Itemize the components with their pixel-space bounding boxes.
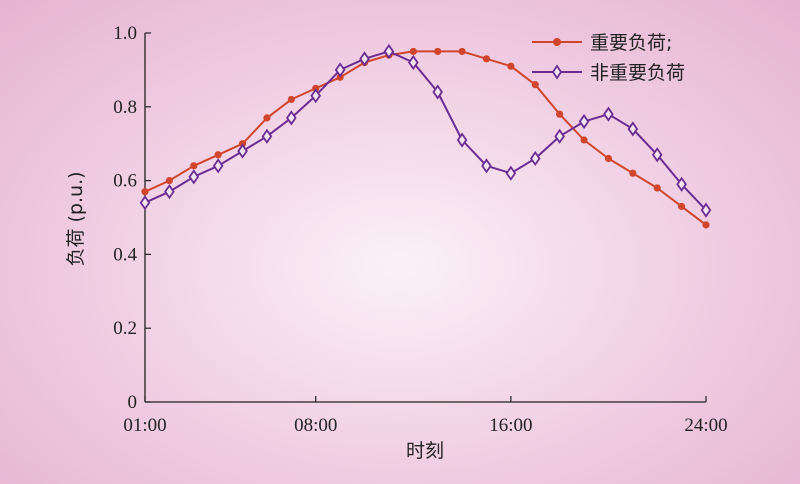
y-tick-label: 0 — [128, 392, 138, 413]
data-point — [214, 151, 222, 159]
data-point — [604, 154, 613, 163]
x-axis-ticks: 01:00 08:00 16:00 24:00 — [123, 396, 728, 436]
y-axis-title: 负荷 (p.u.) — [65, 171, 87, 266]
axes — [144, 33, 706, 403]
data-point — [434, 47, 442, 56]
data-point — [408, 54, 419, 71]
legend-label-1: 非重要负荷 — [590, 62, 685, 84]
legend: 重要负荷; 非重要负荷 — [532, 32, 685, 84]
data-point — [676, 176, 687, 192]
data-point — [164, 184, 175, 200]
data-point — [481, 158, 492, 174]
x-tick-label: 01:00 — [123, 415, 166, 436]
x-tick-label: 16:00 — [489, 415, 532, 436]
data-point — [627, 121, 639, 137]
legend-item-1: 非重要负荷 — [532, 62, 685, 84]
data-point — [578, 113, 590, 130]
x-tick-label: 08:00 — [294, 415, 337, 436]
data-point — [678, 202, 686, 211]
data-point — [651, 147, 663, 163]
x-tick-label: 24:00 — [684, 415, 727, 436]
data-point — [556, 110, 564, 118]
series-line-1 — [144, 50, 707, 211]
data-point — [603, 106, 614, 122]
data-point — [505, 165, 517, 181]
data-point — [212, 158, 224, 174]
data-point — [653, 184, 661, 192]
x-axis-title: 时刻 — [406, 440, 444, 462]
series-layer — [139, 43, 712, 229]
data-point — [456, 132, 468, 148]
legend-item-0: 重要负荷; — [532, 32, 672, 54]
y-axis-ticks: 0 0.2 0.4 0.6 0.8 1.0 — [113, 23, 151, 413]
legend-label-0: 重要负荷; — [590, 32, 672, 54]
series-line-0 — [144, 50, 707, 226]
y-tick-label: 1.0 — [113, 23, 137, 44]
data-point — [263, 114, 271, 122]
data-point — [141, 188, 149, 196]
y-tick-label: 0.4 — [113, 244, 137, 265]
data-point — [165, 177, 173, 185]
data-point — [482, 55, 491, 63]
y-tick-label: 0.2 — [113, 318, 137, 339]
data-point — [554, 128, 565, 144]
data-point — [334, 62, 346, 78]
data-point — [287, 95, 295, 104]
data-point — [383, 43, 395, 60]
y-tick-label: 0.8 — [113, 97, 137, 118]
data-point — [629, 169, 637, 177]
data-point — [261, 128, 273, 144]
data-point — [237, 143, 248, 159]
data-point — [702, 221, 710, 229]
legend-marker-1 — [551, 64, 563, 80]
legend-marker-0 — [553, 38, 561, 46]
data-point — [286, 110, 297, 126]
data-point — [409, 47, 417, 56]
data-point — [188, 169, 200, 185]
data-point — [432, 84, 443, 100]
data-point — [190, 162, 198, 170]
data-point — [529, 150, 541, 167]
data-point — [139, 195, 151, 211]
series-0 — [141, 47, 710, 229]
data-point — [700, 202, 712, 218]
data-point — [310, 88, 322, 104]
data-point — [458, 47, 466, 56]
data-point — [580, 136, 588, 144]
series-1 — [139, 43, 712, 218]
data-point — [507, 62, 515, 70]
data-point — [359, 51, 370, 67]
y-tick-label: 0.6 — [113, 171, 137, 192]
data-point — [531, 81, 539, 89]
